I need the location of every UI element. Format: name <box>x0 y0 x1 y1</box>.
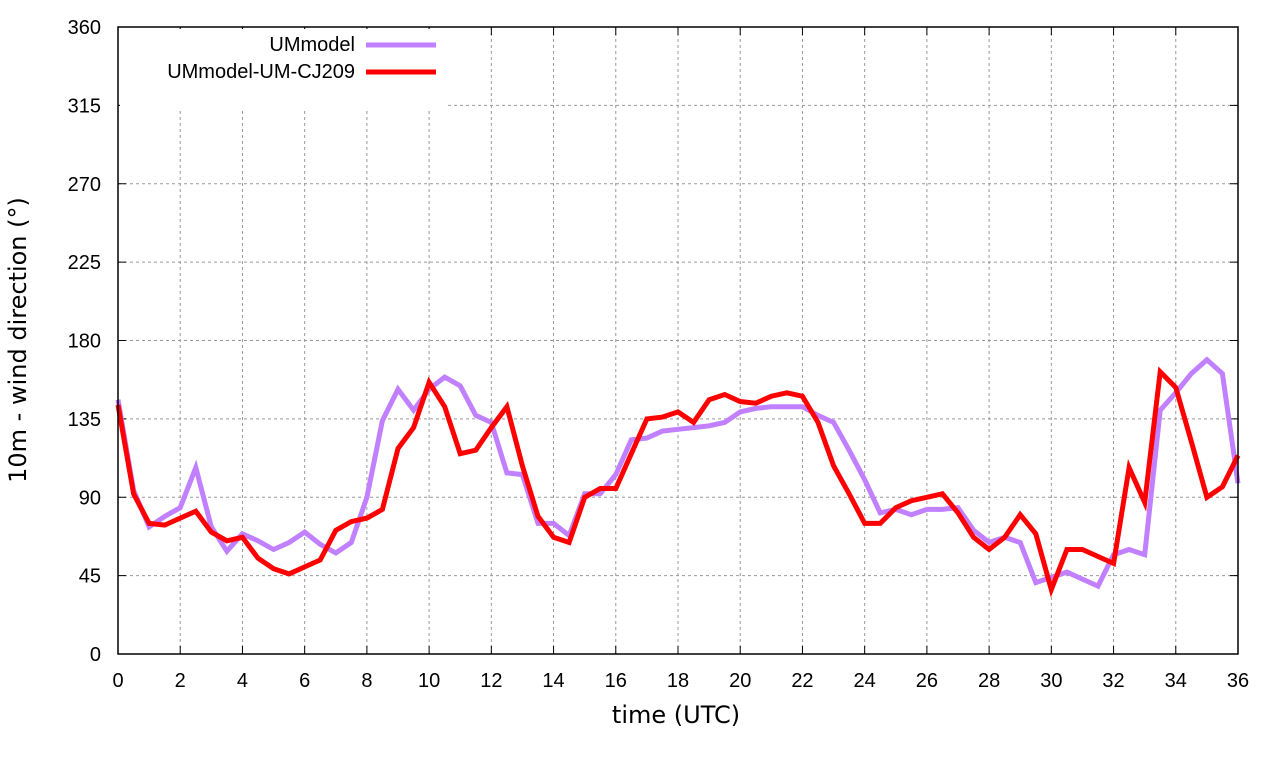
x-tick-label: 34 <box>1165 670 1187 692</box>
x-axis-label: time (UTC) <box>612 701 740 729</box>
legend-label-0: UMmodel <box>269 34 355 56</box>
legend-label-1: UMmodel-UM-CJ209 <box>167 61 355 83</box>
plot-frame <box>117 26 1239 655</box>
y-axis-label: 10m - wind direction (°) <box>4 197 32 483</box>
series-line-0 <box>115 356 1241 590</box>
y-tick-label: 270 <box>68 174 101 196</box>
x-tick-label: 24 <box>854 670 876 692</box>
series-lines <box>115 356 1241 598</box>
axis-ticks: 0 2 4 6 8 10 12 14 16 18 20 22 24 26 28 30 32 34 360459013… <box>68 17 1250 692</box>
x-tick-label: 28 <box>978 670 1000 692</box>
x-tick-label: 32 <box>1102 670 1124 692</box>
x-tick-label: 4 <box>237 670 248 692</box>
x-tick-label: 12 <box>480 670 502 692</box>
x-tick-label: 0 <box>112 670 123 692</box>
y-tick-label: 45 <box>79 566 101 588</box>
y-tick-label: 360 <box>68 17 101 39</box>
grid <box>118 27 1238 654</box>
x-tick-label: 8 <box>361 670 372 692</box>
y-tick-label: 90 <box>79 487 101 509</box>
y-tick-label: 315 <box>68 95 101 117</box>
legend: UMmodel UMmodel-UM-CJ209 <box>120 29 448 111</box>
x-tick-label: 30 <box>1040 670 1062 692</box>
x-tick-label: 10 <box>418 670 440 692</box>
x-tick-label: 6 <box>299 670 310 692</box>
y-tick-label: 180 <box>68 331 101 353</box>
x-tick-label: 16 <box>605 670 627 692</box>
y-tick-label: 225 <box>68 252 101 274</box>
x-tick-label: 18 <box>667 670 689 692</box>
x-tick-label: 20 <box>729 670 751 692</box>
x-tick-label: 14 <box>542 670 564 692</box>
x-tick-label: 36 <box>1227 670 1249 692</box>
x-tick-label: 2 <box>175 670 186 692</box>
y-tick-label: 0 <box>90 644 101 666</box>
x-tick-label: 22 <box>791 670 813 692</box>
y-tick-label: 135 <box>68 409 101 431</box>
x-tick-label: 26 <box>916 670 938 692</box>
